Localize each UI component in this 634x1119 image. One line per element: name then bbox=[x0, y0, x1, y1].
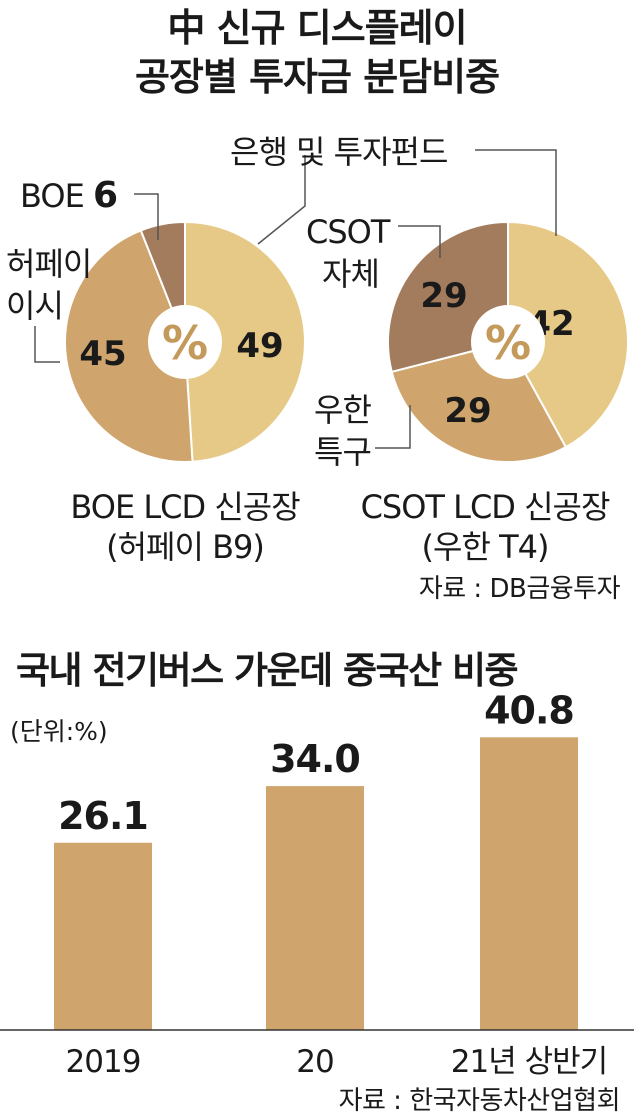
bar-marks: 26.1 2019 34.0 20 40.8 21년 상반기 bbox=[0, 688, 634, 1080]
pie-value-label: 49 bbox=[236, 326, 283, 366]
pie1-caption-line1: BOE LCD 신공장 bbox=[70, 488, 300, 526]
bar-value-label: 26.1 bbox=[58, 794, 148, 838]
percent-icon: % bbox=[162, 316, 208, 370]
pie1-label-hefei-line1: 허페이 bbox=[6, 245, 92, 283]
bar-value-label: 34.0 bbox=[270, 737, 360, 781]
pie-title-line1: 中 신규 디스플레이 bbox=[167, 6, 467, 50]
bar bbox=[480, 737, 578, 1030]
pie2-label-csot-line1: CSOT bbox=[306, 213, 390, 251]
pie-slice bbox=[64, 229, 194, 463]
pie2-caption-line1: CSOT LCD 신공장 bbox=[360, 488, 611, 526]
bar bbox=[266, 786, 364, 1030]
pie1-label-hefei-line2: 이시 bbox=[6, 287, 64, 325]
pie1-label-boe: BOE 6 bbox=[20, 175, 118, 216]
bar bbox=[54, 842, 152, 1030]
bar-unit: (단위:%) bbox=[10, 717, 108, 746]
bar-value-label: 40.8 bbox=[484, 688, 574, 732]
pie-value-label: 45 bbox=[79, 334, 126, 374]
pie2-label-wuhan-line2: 특구 bbox=[314, 433, 372, 471]
pie-title-line2: 공장별 투자금 분담비중 bbox=[134, 55, 500, 99]
pie-value-label: 29 bbox=[420, 276, 467, 316]
pie-slice bbox=[507, 220, 629, 449]
pie-center bbox=[471, 305, 545, 379]
pie1-caption-line2: (허페이 B9) bbox=[106, 528, 265, 566]
pie2-label-csot-line2: 자체 bbox=[322, 255, 380, 293]
leader-line bbox=[134, 193, 159, 240]
pie-chart-boe: 49 45% bbox=[64, 220, 306, 463]
bar-source: 자료 : 한국자동차산업협회 bbox=[338, 1086, 621, 1116]
pie-source: 자료 : DB금융투자 bbox=[418, 574, 621, 604]
bar-category-label: 21년 상반기 bbox=[451, 1044, 607, 1080]
pie-label-bank-fund: 은행 및 투자펀드 bbox=[230, 133, 448, 171]
pie2-label-wuhan-line1: 우한 bbox=[314, 391, 372, 429]
bar-category-label: 2019 bbox=[66, 1044, 141, 1080]
leader-line bbox=[34, 326, 60, 363]
leader-line bbox=[475, 149, 557, 236]
leader-lines bbox=[34, 149, 557, 449]
bar-title: 국내 전기버스 가운데 중국산 비중 bbox=[16, 649, 519, 692]
bar-category-label: 20 bbox=[296, 1044, 333, 1080]
pie-slice bbox=[184, 220, 306, 463]
pie-center bbox=[148, 305, 222, 379]
pie-value-label: 29 bbox=[444, 391, 491, 431]
leader-line bbox=[375, 405, 411, 449]
percent-icon: % bbox=[485, 316, 531, 370]
leader-line bbox=[398, 225, 441, 258]
pie2-caption-line2: (우한 T4) bbox=[421, 528, 550, 566]
leader-line bbox=[257, 155, 306, 245]
